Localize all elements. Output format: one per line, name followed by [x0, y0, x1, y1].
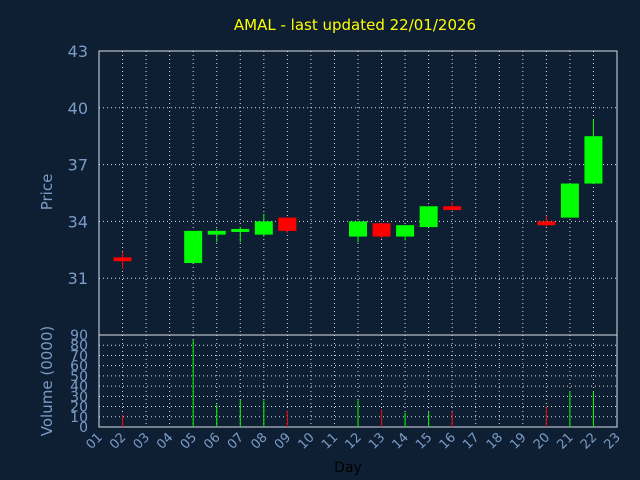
- candle-body: [207, 230, 226, 235]
- price-tick-label: 43: [68, 42, 88, 61]
- price-tick-labels: 31 34 37 40 43: [68, 42, 88, 288]
- price-panel-frame: [98, 50, 618, 336]
- x-tick-label: 05: [178, 430, 200, 452]
- candle-body: [278, 217, 297, 231]
- price-axis-label: Price: [38, 174, 56, 211]
- price-tick-label: 37: [68, 156, 88, 175]
- x-tick-label: 14: [390, 430, 412, 452]
- x-tick-label: 16: [437, 430, 459, 452]
- price-tick-label: 31: [68, 269, 88, 288]
- candle-body: [419, 206, 438, 228]
- candle-body: [372, 223, 391, 237]
- volume-tick-label: 50: [70, 369, 88, 385]
- x-tick-label: 15: [413, 430, 435, 452]
- x-tick-label: 02: [107, 430, 129, 452]
- x-tick-label: 19: [507, 430, 529, 452]
- x-tick-label: 17: [460, 430, 482, 452]
- volume-tick-label: 70: [70, 348, 88, 364]
- volume-tick-label: 90: [70, 328, 88, 344]
- volume-tick-label: 0: [79, 420, 88, 436]
- candle-body: [560, 183, 579, 218]
- candle-body: [396, 225, 415, 237]
- volume-tick-label: 80: [70, 338, 88, 354]
- x-tick-label: 09: [272, 430, 294, 452]
- candle-body: [231, 228, 250, 232]
- volume-axis-label: Volume (0000): [38, 326, 56, 436]
- x-tick-label: 23: [602, 430, 624, 452]
- x-tick-label: 13: [366, 430, 388, 452]
- candle-body: [113, 257, 132, 262]
- x-tick-label: 04: [154, 430, 176, 452]
- volume-bars: [122, 340, 594, 427]
- x-tick-label: 18: [484, 430, 506, 452]
- candle-body: [537, 221, 556, 226]
- price-grid: [99, 51, 617, 335]
- candle-body: [184, 230, 203, 264]
- x-tick-label: 20: [531, 430, 553, 452]
- x-tick-label: 12: [343, 430, 365, 452]
- volume-tick-label: 40: [70, 379, 88, 395]
- price-tick-label: 40: [68, 99, 88, 118]
- x-tick-labels: 01 02 03 04 05 06 07 08 09 10 11 12 13 14 15 16 17 18 19 20…: [84, 430, 624, 452]
- volume-tick-label: 60: [70, 359, 88, 375]
- chart-title: AMAL - last updated 22/01/2026: [234, 16, 476, 34]
- x-axis-label: Day: [334, 460, 362, 476]
- volume-tick-label: 20: [70, 400, 88, 416]
- x-tick-label: 08: [248, 430, 270, 452]
- volume-tick-label: 10: [70, 410, 88, 426]
- x-tick-label: 07: [225, 430, 247, 452]
- volume-tick-label: 30: [70, 389, 88, 405]
- x-tick-label: 21: [554, 430, 576, 452]
- price-tick-label: 34: [68, 212, 88, 231]
- candles: [113, 119, 603, 269]
- candle-body: [254, 221, 273, 235]
- x-tick-label: 11: [319, 430, 341, 452]
- x-tick-label: 03: [131, 430, 153, 452]
- candle-body: [349, 221, 367, 237]
- candle-body: [584, 136, 603, 184]
- x-tick-label: 06: [201, 430, 223, 452]
- x-tick-label: 22: [578, 430, 600, 452]
- x-tick-label: 10: [295, 430, 317, 452]
- candle-body: [443, 206, 462, 211]
